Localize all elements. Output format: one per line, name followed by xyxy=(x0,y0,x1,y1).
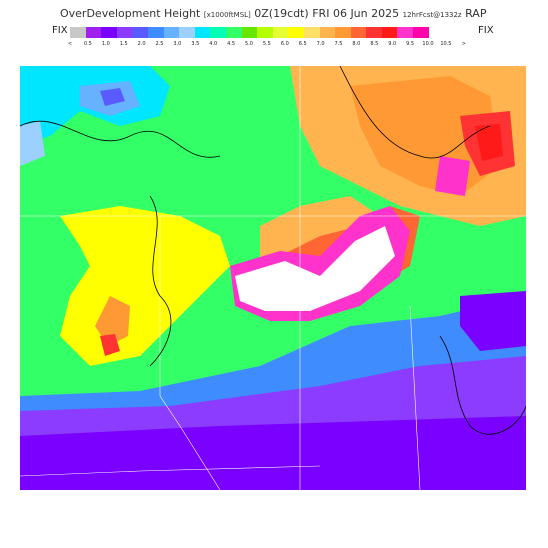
state-boundary xyxy=(20,465,321,477)
contour-line xyxy=(339,66,491,159)
legend-swatch xyxy=(210,27,226,38)
legend-tick-label: 6.5 xyxy=(298,41,307,47)
blue-patch xyxy=(100,88,125,106)
legend-tick-label: 4.0 xyxy=(209,41,218,47)
legend-swatch xyxy=(366,27,382,38)
legend-swatch xyxy=(303,27,320,38)
legend-swatch xyxy=(335,27,351,38)
state-boundary xyxy=(159,216,221,490)
white-core xyxy=(235,226,395,311)
legend-left-label: FIX xyxy=(52,25,68,36)
legend-tick-label: 2.5 xyxy=(155,41,164,47)
legend-swatch xyxy=(70,27,86,38)
legend-tick-label: 8.5 xyxy=(370,41,379,47)
legend-tick-label: < xyxy=(67,41,73,47)
forecast-label: 12hrFcst@1332z xyxy=(402,11,462,19)
legend-swatch xyxy=(101,27,117,38)
legend-tick-label: 4.5 xyxy=(227,41,236,47)
legend-swatch xyxy=(179,27,195,38)
legend-swatch xyxy=(288,27,304,38)
legend-tick-label: 8.0 xyxy=(352,41,361,47)
light-blue-patch xyxy=(20,121,45,166)
legend-tick-label: 7.5 xyxy=(334,41,343,47)
deep-red-core xyxy=(475,124,503,161)
legend-swatch xyxy=(194,27,211,38)
legend-tick-label: 0.5 xyxy=(83,41,92,47)
legend-swatch xyxy=(225,27,242,38)
legend-tick-label: 9.0 xyxy=(388,41,397,47)
legend-tick-label: 3.5 xyxy=(191,41,200,47)
red-patch xyxy=(100,334,120,356)
legend-swatch xyxy=(397,27,414,38)
contour-line xyxy=(439,335,526,435)
legend-right-label: FIX xyxy=(478,25,494,36)
legend-tick-label: > xyxy=(461,41,466,47)
valid-date: FRI 06 Jun 2025 xyxy=(312,7,400,20)
legend-tick-label: 1.0 xyxy=(101,41,110,47)
model-name: RAP xyxy=(465,7,487,20)
legend-tick-label: 3.0 xyxy=(173,41,182,47)
legend-tick-label: 10.0 xyxy=(422,41,434,47)
legend-tick-label: 5.5 xyxy=(262,41,271,47)
magenta-patch xyxy=(435,156,470,196)
legend-tick-label: 7.0 xyxy=(316,41,325,47)
legend-tick-label: 1.5 xyxy=(119,41,128,47)
legend-swatch xyxy=(319,27,336,38)
orange-patch xyxy=(95,296,130,346)
legend-swatch xyxy=(147,27,164,38)
legend-swatch xyxy=(257,27,273,38)
map-title: OverDevelopment Height [x1000ftMSL] 0Z(1… xyxy=(60,7,486,20)
units-label: [x1000ftMSL] xyxy=(203,11,251,19)
legend-tick-label: 6.0 xyxy=(280,41,289,47)
legend-tick-label: 9.5 xyxy=(406,41,415,47)
legend-swatch xyxy=(350,27,367,38)
contour-line xyxy=(149,195,172,367)
deep-purple-band xyxy=(20,416,526,490)
legend-swatch xyxy=(85,27,102,38)
state-boundary xyxy=(409,305,421,490)
product-name: OverDevelopment Height xyxy=(60,7,201,20)
purple-patch-east xyxy=(460,291,526,351)
legend-swatch xyxy=(163,27,180,38)
legend-tick-label: 2.0 xyxy=(137,41,146,47)
legend-swatch xyxy=(413,27,429,38)
legend-swatch xyxy=(272,27,289,38)
legend-swatch xyxy=(381,27,398,38)
legend-tick-label: 5.0 xyxy=(245,41,253,47)
legend-swatch xyxy=(241,27,258,38)
legend-swatch xyxy=(116,27,133,38)
contour-line xyxy=(20,120,221,158)
legend-tick-label: 10.5 xyxy=(440,41,452,47)
valid-time: 0Z(19cdt) xyxy=(254,7,309,20)
legend-swatch xyxy=(132,27,148,38)
forecast-map xyxy=(20,66,526,490)
color-legend xyxy=(70,27,429,38)
